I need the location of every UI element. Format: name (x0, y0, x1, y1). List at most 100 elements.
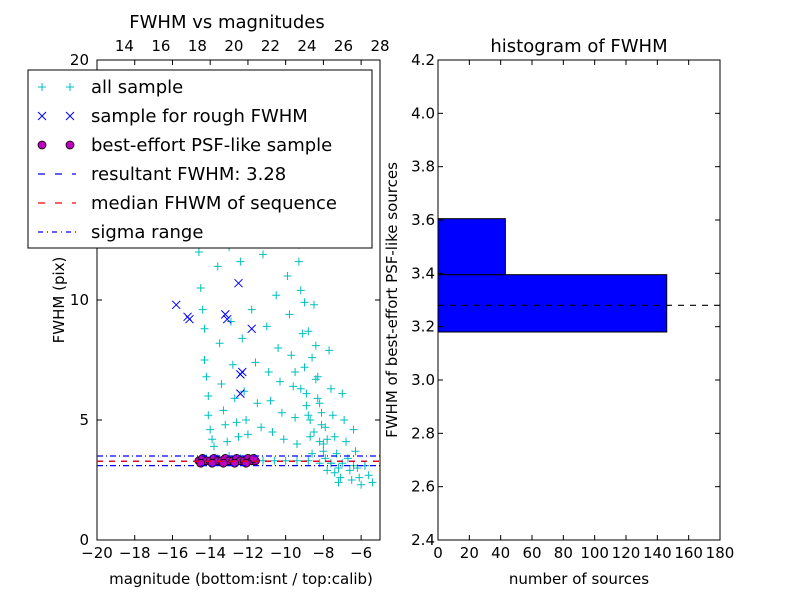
scatter-point (274, 344, 283, 352)
scatter-point (368, 478, 377, 487)
histogram-x-tick-label: 40 (491, 544, 510, 562)
scatter-series-0 (191, 204, 377, 489)
scatter-point (259, 250, 268, 259)
scatter-point (291, 413, 300, 422)
legend-entry-label: sample for rough FWHM (91, 106, 308, 127)
scatter-point (213, 262, 222, 271)
scatter-point (328, 411, 337, 420)
scatter-top-x-tick-label: 14 (115, 37, 134, 55)
scatter-point (196, 284, 205, 292)
histogram-x-tick-label: 100 (580, 544, 609, 562)
scatter-point (206, 425, 215, 434)
scatter-point (194, 248, 203, 256)
scatter-point (204, 392, 213, 400)
scatter-point (334, 464, 343, 472)
scatter-point (342, 437, 351, 446)
scatter-point (222, 314, 232, 324)
scatter-point (185, 314, 194, 324)
histogram-title: histogram of FWHM (490, 36, 667, 57)
histogram-y-axis-label: FWHM of best-effort PSF-like sources (383, 162, 401, 438)
histogram-panel: histogram of FWHM number of sources FWHM… (383, 36, 734, 588)
scatter-point (247, 305, 256, 314)
scatter-point (315, 437, 324, 446)
scatter-point (236, 257, 245, 266)
histogram-x-tick-label: 180 (706, 544, 735, 562)
scatter-y-tick-label: 20 (70, 51, 89, 69)
scatter-point (334, 478, 343, 487)
scatter-point (302, 389, 311, 398)
legend-marker (37, 140, 47, 150)
scatter-point (228, 360, 237, 369)
histogram-y-tick-label: 3.2 (411, 318, 435, 336)
scatter-point (240, 387, 249, 396)
scatter-point (308, 353, 317, 362)
legend-entry-label: resultant FWHM: 3.28 (91, 164, 286, 185)
scatter-point (247, 324, 257, 334)
scatter-point (351, 447, 360, 456)
scatter-point (202, 372, 211, 381)
scatter-point (315, 399, 324, 408)
histogram-bar (437, 274, 668, 333)
scatter-point (308, 449, 317, 458)
scatter-point (296, 384, 305, 393)
scatter-point (349, 425, 358, 434)
scatter-top-x-tick-label: 26 (334, 37, 353, 55)
scatter-point (304, 327, 313, 336)
histogram-x-tick-label: 80 (554, 544, 573, 562)
scatter-point (323, 466, 332, 475)
histogram-plot-frame (437, 59, 721, 541)
scatter-point (292, 440, 301, 448)
scatter-point (234, 432, 243, 441)
histogram-x-tick-label: 60 (522, 544, 541, 562)
scatter-point (279, 435, 288, 444)
scatter-point (309, 428, 318, 436)
scatter-point (209, 442, 218, 451)
legend-entry-label: all sample (91, 77, 183, 98)
scatter-point (338, 389, 347, 398)
scatter-x-tick-label: −18 (119, 544, 151, 562)
scatter-point (296, 286, 305, 295)
scatter-point (325, 346, 334, 355)
scatter-point (277, 408, 286, 417)
scatter-point (326, 459, 335, 468)
scatter-point (321, 423, 330, 432)
scatter-point (232, 418, 241, 427)
scatter-point (272, 291, 281, 300)
scatter-point (313, 394, 322, 403)
legend-marker (65, 140, 75, 150)
scatter-point (291, 368, 300, 376)
scatter-point (306, 432, 315, 441)
scatter-point (234, 278, 243, 288)
legend-marker (37, 111, 47, 121)
scatter-point (300, 363, 309, 372)
legend-entry-label: sigma range (91, 222, 203, 243)
scatter-x-tick-label: −20 (81, 544, 113, 562)
scatter-top-x-tick-label: 22 (261, 37, 280, 55)
legend-marker (38, 83, 46, 91)
scatter-point (317, 408, 326, 417)
scatter-point (268, 428, 277, 436)
histogram-y-tick-label: 2.6 (411, 478, 435, 496)
legend-entry-label: best-effort PSF-like sample (91, 135, 332, 156)
scatter-point (221, 420, 230, 429)
histogram-y-tick-label: 2.8 (411, 424, 435, 442)
scatter-point (294, 257, 303, 266)
scatter-point (336, 473, 345, 482)
scatter-x-tick-label: −8 (312, 544, 334, 562)
scatter-point (304, 411, 313, 420)
scatter-point (357, 480, 366, 489)
scatter-point (330, 468, 339, 477)
scatter-top-x-tick-label: 20 (224, 37, 243, 55)
histogram-y-tick-label: 3.0 (411, 371, 435, 389)
legend-entry-label: median FHWM of sequence (91, 193, 337, 214)
scatter-y-tick-label: 0 (79, 531, 89, 549)
histogram-y-tick-label: 4.2 (411, 51, 435, 69)
scatter-x-axis-label: magnitude (bottom:isnt / top:calib) (109, 570, 373, 588)
histogram-x-tick-label: 120 (612, 544, 641, 562)
scatter-point (345, 466, 354, 475)
scatter-point (223, 437, 232, 446)
scatter-x-tick-label: −12 (232, 544, 264, 562)
scatter-point (266, 396, 275, 405)
scatter-point (340, 416, 349, 424)
